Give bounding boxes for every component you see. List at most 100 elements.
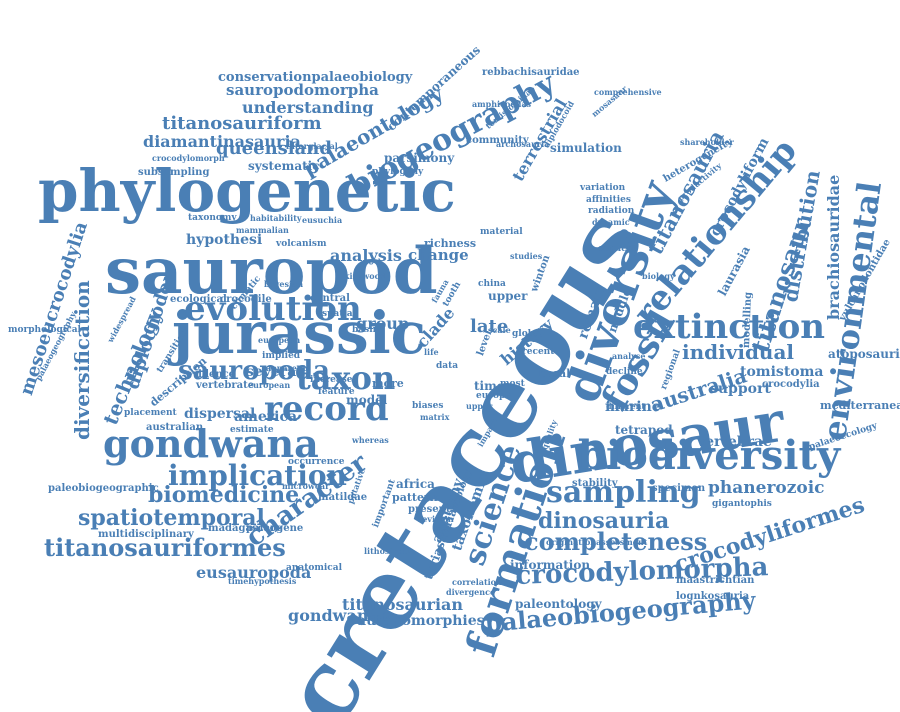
word-systematic: systematic: [248, 159, 320, 173]
word-crocodile: crocodile: [220, 294, 272, 305]
word-paleogene: paleogene: [246, 523, 304, 534]
word-parsimony: parsimony: [384, 151, 455, 165]
word-european-2: european: [258, 335, 301, 345]
word-interglacial: interglacial: [286, 141, 338, 151]
word-matrix: matrix: [420, 412, 450, 422]
word-sampling: sampling: [546, 475, 701, 510]
word-assessment: assessment: [596, 537, 648, 547]
word-phylogenetic: phylogenetic: [38, 157, 456, 225]
word-occurrence: occurrence: [288, 457, 345, 467]
word-life: life: [424, 347, 439, 357]
word-estimate: estimate: [230, 425, 274, 435]
word-titanosaurian: titanosaurian: [342, 595, 464, 614]
word-morphological: morphological: [8, 325, 81, 335]
word-anatomical: anatomical: [286, 563, 343, 573]
word-hypothesi: hypothesi: [186, 232, 263, 248]
word-biodiversity: biodiversity: [578, 432, 841, 479]
word-gigantophis: gigantophis: [712, 499, 772, 509]
word-present: present: [408, 504, 451, 515]
word-madagascar: madagascar: [208, 523, 276, 534]
word-pattern: pattern: [392, 491, 438, 504]
word-most: most: [500, 379, 525, 389]
word-richness: richness: [424, 237, 477, 250]
word-upper: upper: [488, 289, 528, 303]
word-archosauria: archosauria: [496, 139, 550, 149]
word-subsampling: subsampling: [138, 167, 210, 178]
word-sauropoda: sauropoda: [178, 356, 330, 386]
word-titanosauriform: titanosauriform: [162, 113, 322, 134]
word-origination: origination: [546, 537, 597, 547]
word-several: several: [246, 364, 302, 380]
word-crocodylomorph: crocodylomorph: [152, 153, 225, 163]
word-sauropodomorpha: sauropodomorpha: [226, 81, 379, 99]
word-gondwana: gondwana: [103, 421, 319, 466]
word-group: group: [356, 314, 410, 333]
word-divergence: divergence: [446, 587, 496, 597]
word-studies: studies: [510, 251, 543, 261]
word-evolution: evolution: [184, 289, 362, 329]
word-evidence: evidence: [186, 369, 236, 380]
word-central: central: [310, 293, 350, 304]
word-phanerozoic: phanerozoic: [708, 478, 825, 498]
word-implication: implication: [168, 459, 347, 492]
word-microwear: microwear: [282, 481, 330, 491]
word-taxon: taxon: [296, 359, 396, 397]
word-bayesian: bayesian: [264, 279, 304, 289]
word-late: late: [470, 316, 509, 337]
word-timehypothesis: timehypothesis: [228, 576, 297, 586]
word-biomedicine: biomedicine: [148, 482, 300, 508]
word-habitability: habitability: [250, 213, 302, 223]
word-taxonomy: taxonomy: [188, 213, 237, 223]
word-european: european: [248, 380, 291, 390]
word-lithostrotia: lithostrotia: [364, 546, 415, 556]
word-america: america: [234, 409, 298, 425]
word-modelling: modelling: [741, 291, 754, 349]
word-ecological: ecological: [170, 294, 227, 305]
word-revision: revision: [418, 514, 454, 524]
word-basal: basal: [538, 367, 571, 380]
word-africa: africa: [396, 477, 435, 491]
word-lognkosauria: lognkosauria: [676, 591, 750, 602]
word-change: change: [408, 246, 469, 264]
word-diversification: diversification: [70, 280, 94, 440]
word-shareholder: shareholder: [680, 137, 734, 147]
word-mammalian: mammalian: [236, 225, 289, 235]
word-diamantinasauria: diamantinasauria: [143, 132, 301, 151]
word-amphicoelias: amphicoelias: [472, 99, 532, 109]
word-specimen: specimen: [652, 483, 706, 494]
word-upper-2: upper: [466, 401, 493, 411]
word-mediterranean: mediterranean: [820, 399, 900, 412]
word-queensland: queensland: [216, 138, 332, 159]
word-eusauropoda: eusauropoda: [196, 563, 312, 582]
word-spatiotemporal: spatiotemporal: [78, 505, 265, 531]
word-information: information: [510, 558, 591, 572]
word-basin: basin: [352, 325, 380, 335]
word-more: more: [372, 377, 404, 390]
word-australian: australian: [146, 422, 204, 433]
word-implied: implied: [262, 351, 301, 361]
word-rebbachisauridae: rebbachisauridae: [482, 67, 580, 78]
word-support: support: [710, 381, 771, 397]
word-scale: scale: [488, 325, 511, 335]
word-record: record: [264, 389, 389, 429]
word-tomistoma: tomistoma: [740, 364, 824, 380]
word-china: china: [478, 279, 506, 289]
word-maastrichtian: maastrichtian: [676, 575, 755, 586]
word-affinities: affinities: [586, 195, 631, 205]
word-correlation: correlation: [452, 577, 502, 587]
word-brachiosauridae: brachiosauridae: [824, 174, 843, 320]
word-model: model: [346, 393, 388, 407]
word-tetrapod: tetrapod: [615, 423, 673, 437]
word-vertebrae: vertebrae: [697, 434, 772, 450]
word-biases: biases: [412, 401, 444, 411]
word-time: time: [474, 379, 505, 393]
word-dynamic: dynamic: [592, 217, 630, 227]
word-individual: individual: [682, 340, 795, 364]
word-recent: recent: [522, 347, 555, 357]
word-paleobiogeographic: paleobiogeographic: [48, 483, 159, 494]
word-autapomorphies: autapomorphies: [357, 613, 485, 629]
word-analyse: analyse: [612, 351, 646, 361]
word-multidisciplinary: multidisciplinary: [98, 529, 194, 540]
word-placement: placement: [124, 408, 177, 418]
